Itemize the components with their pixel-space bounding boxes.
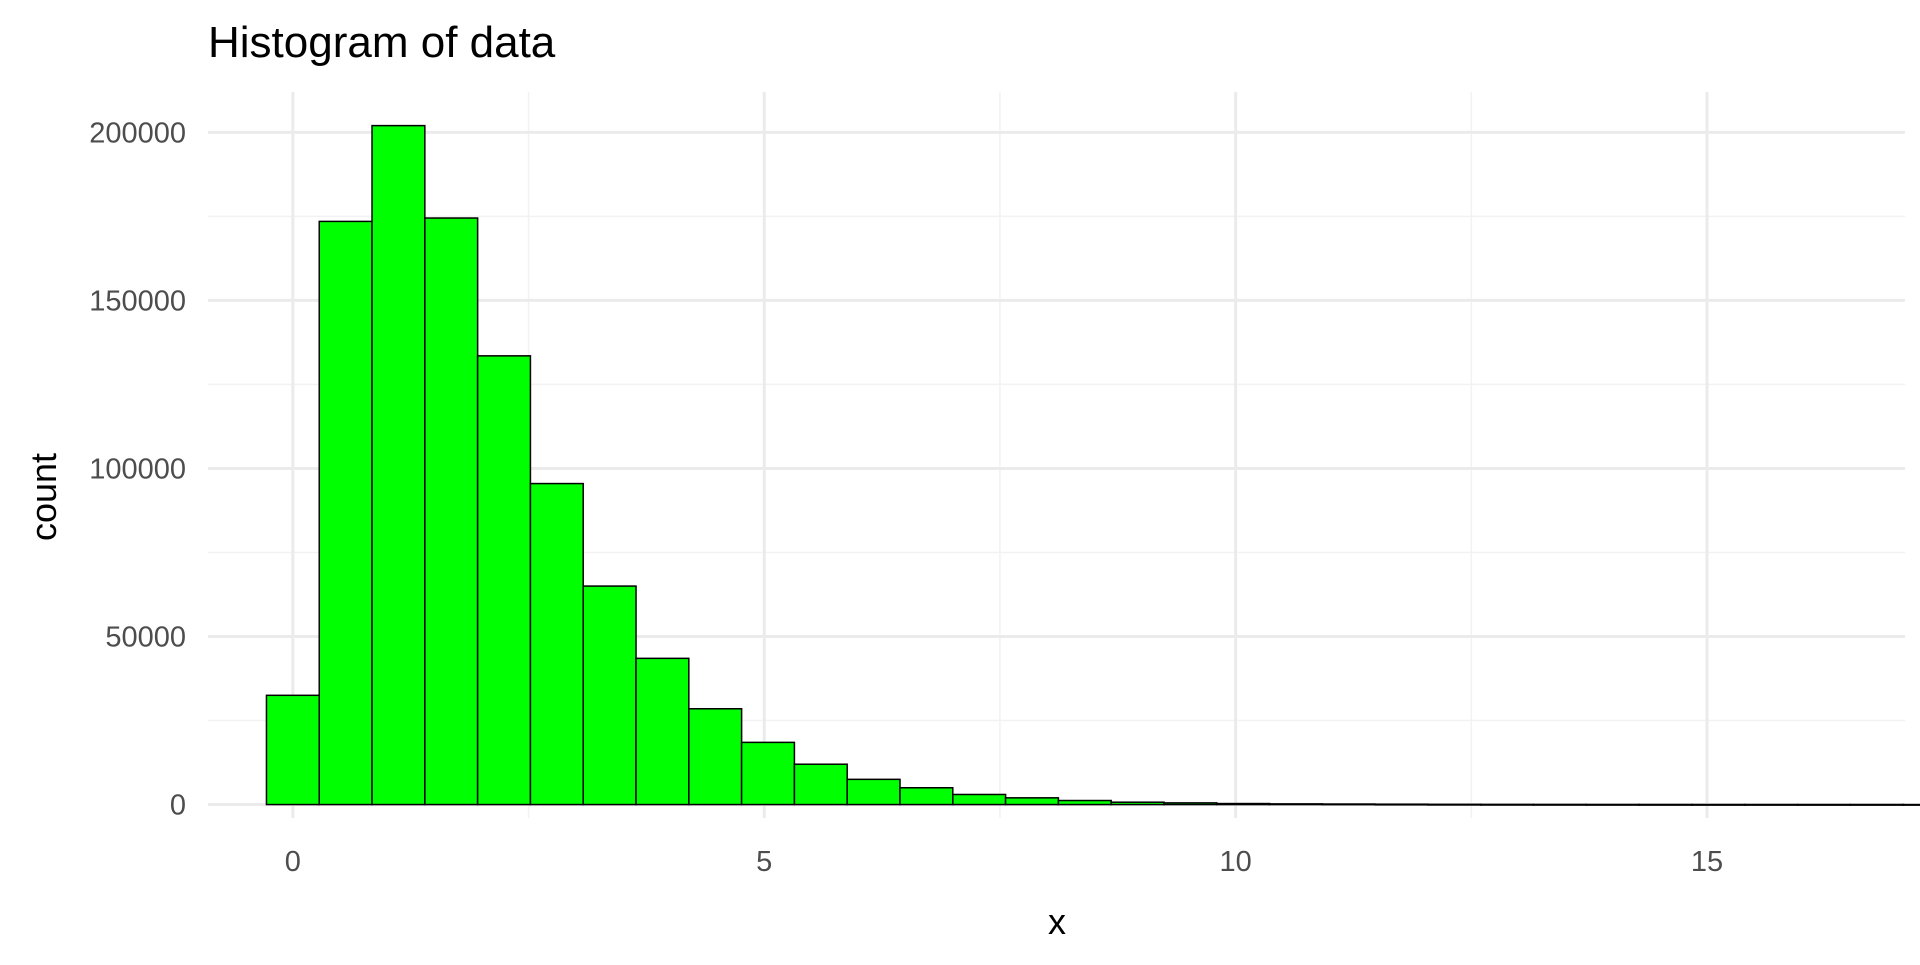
histogram-bar <box>740 741 796 806</box>
histogram-bar <box>265 694 320 806</box>
histogram-bar <box>793 763 848 806</box>
histogram-bar <box>1638 803 1693 806</box>
histogram-bar <box>1849 803 1904 806</box>
x-axis-label: x <box>1048 901 1066 942</box>
histogram-bar <box>371 124 426 806</box>
histogram-bar <box>476 355 532 806</box>
histogram-bar <box>1902 803 1920 806</box>
histogram-bar <box>635 657 690 806</box>
histogram-bar <box>952 793 1007 806</box>
histogram-bar <box>1004 797 1060 806</box>
histogram-bar <box>1532 803 1588 806</box>
x-tick-label: 0 <box>285 846 301 878</box>
y-tick-label: 150000 <box>89 285 186 317</box>
histogram-bar <box>1691 803 1746 806</box>
histogram-bar <box>1268 803 1324 806</box>
histogram-bar <box>529 482 584 806</box>
histogram-bar <box>1743 803 1799 806</box>
x-axis-tick-labels: 0 5 10 15 <box>285 846 1723 878</box>
histogram-bar <box>318 220 373 806</box>
y-tick-label: 0 <box>170 790 186 822</box>
histogram-bar <box>1427 803 1482 806</box>
histogram-bar <box>899 787 954 806</box>
histogram-bar <box>1374 803 1429 806</box>
histogram-bar <box>1163 802 1218 806</box>
histogram-bar <box>1216 802 1271 806</box>
histogram-bar <box>424 217 479 806</box>
histogram-bars <box>265 124 1920 806</box>
y-axis-label: count <box>23 453 64 541</box>
histogram-bar <box>846 778 901 806</box>
histogram-bar <box>1796 803 1852 806</box>
histogram-bar <box>582 585 637 806</box>
x-tick-label: 15 <box>1691 846 1723 878</box>
histogram-bar <box>1585 803 1640 806</box>
histogram-bar <box>1480 803 1535 806</box>
chart-title: Histogram of data <box>208 18 556 67</box>
histogram-bar <box>1321 803 1376 806</box>
y-tick-label: 50000 <box>105 622 186 654</box>
y-tick-label: 200000 <box>89 117 186 149</box>
y-tick-label: 100000 <box>89 453 186 485</box>
x-tick-label: 5 <box>756 846 772 878</box>
x-tick-label: 10 <box>1219 846 1251 878</box>
histogram-bar <box>1110 801 1165 806</box>
y-axis-tick-labels: 0 50000 100000 150000 200000 <box>89 117 186 821</box>
histogram-bar <box>688 708 743 806</box>
histogram-bar <box>1057 799 1112 806</box>
